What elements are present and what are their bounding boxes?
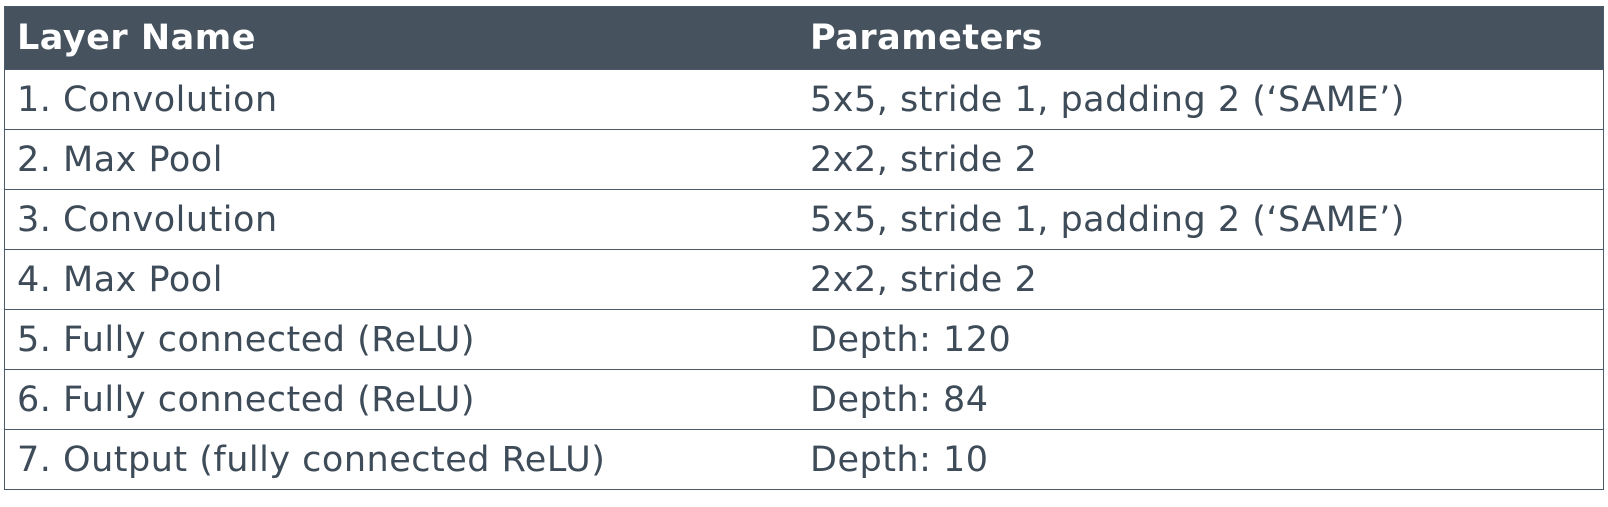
parameters-cell: 2x2, stride 2 <box>810 259 1038 300</box>
parameters-cell: Depth: 120 <box>810 319 1012 360</box>
table-row: 6. Fully connected (ReLU) Depth: 84 <box>5 369 1603 429</box>
table-row: 1. Convolution 5x5, stride 1, padding 2 … <box>5 69 1603 129</box>
parameters-cell: Depth: 84 <box>810 379 989 420</box>
layer-name-cell: 2. Max Pool <box>17 139 223 180</box>
layer-name-cell: 7. Output (fully connected ReLU) <box>17 439 606 480</box>
parameters-cell: 2x2, stride 2 <box>810 139 1038 180</box>
layer-name-cell: 6. Fully connected (ReLU) <box>17 379 476 420</box>
header-parameters: Parameters <box>810 18 1043 58</box>
layer-name-cell: 4. Max Pool <box>17 259 223 300</box>
table-row: 5. Fully connected (ReLU) Depth: 120 <box>5 309 1603 369</box>
header-layer-name: Layer Name <box>17 18 256 58</box>
table-row: 2. Max Pool 2x2, stride 2 <box>5 129 1603 189</box>
table-row: 7. Output (fully connected ReLU) Depth: … <box>5 429 1603 489</box>
parameters-cell: 5x5, stride 1, padding 2 (‘SAME’) <box>810 79 1405 120</box>
layer-name-cell: 1. Convolution <box>17 79 278 120</box>
parameters-cell: Depth: 10 <box>810 439 989 480</box>
parameters-cell: 5x5, stride 1, padding 2 (‘SAME’) <box>810 199 1405 240</box>
table-row: 4. Max Pool 2x2, stride 2 <box>5 249 1603 309</box>
table-header-row: Layer Name Parameters <box>5 7 1603 69</box>
layer-name-cell: 5. Fully connected (ReLU) <box>17 319 476 360</box>
layer-name-cell: 3. Convolution <box>17 199 278 240</box>
table-row: 3. Convolution 5x5, stride 1, padding 2 … <box>5 189 1603 249</box>
layer-table: Layer Name Parameters 1. Convolution 5x5… <box>4 6 1604 490</box>
